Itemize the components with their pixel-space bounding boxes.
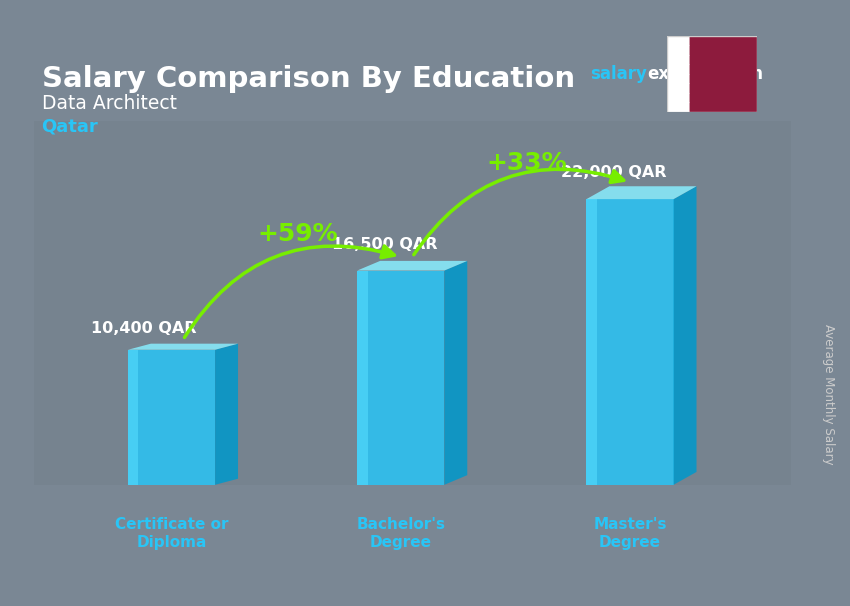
Polygon shape (357, 270, 445, 485)
Polygon shape (673, 186, 696, 485)
Text: explorer: explorer (647, 65, 726, 83)
Text: Data Architect: Data Architect (42, 94, 177, 113)
Polygon shape (215, 344, 238, 485)
Polygon shape (689, 46, 699, 55)
Polygon shape (445, 261, 468, 485)
Polygon shape (667, 36, 756, 112)
Polygon shape (689, 84, 699, 93)
Text: 22,000 QAR: 22,000 QAR (561, 165, 666, 180)
Polygon shape (128, 350, 139, 485)
Polygon shape (689, 102, 699, 112)
Text: Salary Comparison By Education: Salary Comparison By Education (42, 65, 575, 93)
Polygon shape (689, 75, 699, 84)
Polygon shape (586, 186, 696, 199)
Text: 16,500 QAR: 16,500 QAR (332, 238, 438, 253)
Polygon shape (128, 350, 215, 485)
Text: Master's
Degree: Master's Degree (593, 518, 666, 550)
Text: Qatar: Qatar (42, 118, 99, 136)
Polygon shape (689, 93, 699, 102)
Polygon shape (357, 261, 468, 270)
Polygon shape (128, 344, 238, 350)
Text: salary: salary (590, 65, 647, 83)
Polygon shape (586, 199, 673, 485)
Polygon shape (357, 270, 368, 485)
Text: Average Monthly Salary: Average Monthly Salary (822, 324, 836, 464)
Text: 10,400 QAR: 10,400 QAR (91, 321, 197, 336)
Text: Certificate or
Diploma: Certificate or Diploma (115, 518, 229, 550)
Polygon shape (689, 65, 699, 75)
Polygon shape (689, 36, 699, 46)
Text: .com: .com (718, 65, 764, 83)
Text: +59%: +59% (258, 222, 338, 246)
Polygon shape (586, 199, 597, 485)
Polygon shape (667, 36, 689, 112)
Text: Bachelor's
Degree: Bachelor's Degree (356, 518, 445, 550)
Polygon shape (689, 55, 699, 65)
Text: +33%: +33% (486, 151, 567, 175)
